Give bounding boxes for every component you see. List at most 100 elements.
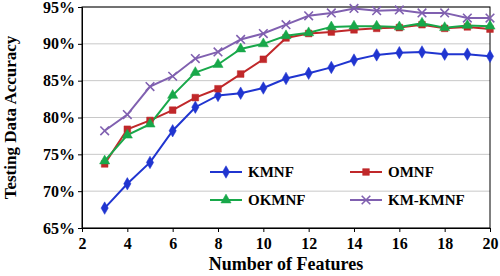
series-marker (464, 48, 471, 60)
series-marker (100, 155, 110, 164)
y-tick-mark (78, 44, 82, 45)
series-marker (394, 21, 404, 30)
grid-line (82, 154, 490, 155)
x-tick-label: 10 (256, 235, 272, 252)
x-axis: 2 4 6 8 10 12 14 16 18 20 (79, 228, 499, 252)
series-marker (237, 87, 244, 99)
x-tick-mark (399, 228, 400, 232)
x-tick: 18 (437, 228, 453, 252)
y-tick: 85% (43, 72, 82, 89)
y-tick: 90% (43, 35, 82, 52)
series-marker (396, 46, 403, 58)
x-tick-label: 14 (347, 235, 363, 252)
x-tick: 20 (483, 228, 499, 252)
x-tick: 12 (301, 228, 317, 252)
x-tick-mark (490, 228, 491, 232)
x-tick-label: 8 (215, 235, 223, 252)
x-tick-mark (263, 228, 264, 232)
x-tick-mark (173, 228, 174, 232)
series-line (105, 23, 490, 161)
series-marker (417, 17, 427, 26)
series-marker (100, 126, 109, 135)
series-marker (214, 48, 223, 57)
legend-label: OKMNF (248, 192, 306, 208)
x-axis-title: Number of Features (209, 254, 363, 274)
series-marker (418, 46, 425, 58)
series-marker (146, 156, 153, 168)
y-tick-label: 85% (43, 72, 75, 89)
legend-item: KMNF (210, 164, 294, 180)
legend-label: KM-KMNF (388, 192, 465, 208)
x-tick-label: 4 (124, 235, 132, 252)
markers (100, 4, 496, 214)
y-tick: 95% (43, 0, 82, 16)
series-marker (282, 20, 291, 29)
y-tick-label: 65% (43, 220, 75, 237)
y-tick: 80% (43, 109, 82, 126)
x-tick: 6 (169, 228, 177, 252)
series-marker (237, 71, 244, 78)
series-marker (260, 82, 267, 94)
series-marker (213, 59, 223, 68)
x-tick: 8 (215, 228, 223, 252)
series-marker (350, 4, 359, 13)
series-marker (440, 9, 449, 18)
y-axis-line (78, 8, 83, 229)
series-marker (463, 14, 472, 23)
grid (82, 7, 490, 228)
y-tick-mark (78, 228, 82, 229)
series-line (105, 52, 490, 208)
x-tick-mark (127, 228, 128, 232)
y-tick-label: 75% (43, 146, 75, 163)
y-tick-mark (78, 118, 82, 119)
x-tick-label: 12 (301, 235, 317, 252)
series-marker (236, 43, 246, 52)
y-tick: 70% (43, 183, 82, 200)
series-marker (350, 54, 357, 66)
series-marker (146, 82, 155, 91)
series-marker (372, 6, 381, 15)
x-tick: 16 (392, 228, 408, 252)
chart: 2 4 6 8 10 12 14 16 18 20 65% 70% 75% 80% 85% 90% 95% KMN… (0, 0, 500, 276)
series-marker (486, 14, 495, 23)
x-tick-label: 18 (437, 235, 453, 252)
legend: KMNF OMNF OKMNF KM-KMNF (210, 164, 465, 208)
x-tick-mark (218, 228, 219, 232)
series-marker (440, 22, 450, 31)
series-marker (258, 38, 268, 47)
legend-marker (222, 166, 229, 178)
x-tick-label: 20 (483, 235, 499, 252)
series-marker (145, 118, 155, 127)
series-line (105, 25, 490, 164)
series-marker (124, 178, 131, 190)
series-marker (395, 6, 404, 15)
y-tick-label: 70% (43, 183, 75, 200)
legend-label: OMNF (388, 164, 434, 180)
series-marker (304, 27, 314, 36)
x-tick: 14 (347, 228, 363, 252)
series-marker (326, 21, 336, 30)
series-marker (281, 30, 291, 39)
series-line (105, 8, 490, 130)
series-marker (282, 72, 289, 84)
y-tick-label: 80% (43, 109, 75, 126)
x-tick: 2 (79, 228, 87, 252)
y-tick-mark (78, 7, 82, 8)
series-marker (168, 72, 177, 81)
series-marker (169, 125, 176, 137)
series-marker (123, 110, 132, 119)
series-marker (304, 12, 313, 21)
series-marker (486, 50, 493, 62)
plot: 2 4 6 8 10 12 14 16 18 20 65% 70% 75% 80% 85% 90% 95% KMN… (43, 0, 499, 252)
series-marker (349, 20, 359, 29)
legend-marker (363, 169, 370, 176)
series-marker (259, 29, 268, 38)
lines (105, 8, 490, 208)
legend-marker (221, 194, 231, 203)
series-marker (191, 54, 200, 63)
x-tick-mark (309, 228, 310, 232)
x-tick-label: 16 (392, 235, 408, 252)
series-marker (260, 56, 267, 63)
series-marker (169, 107, 176, 114)
series-marker (215, 85, 222, 92)
